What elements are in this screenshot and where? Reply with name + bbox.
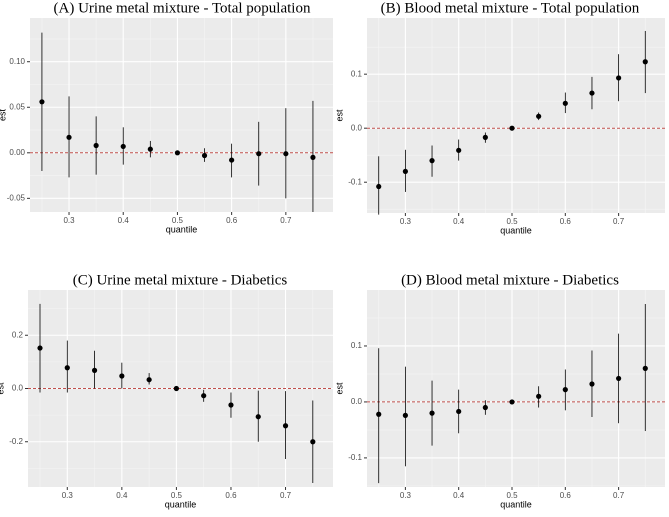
panel: (B) Blood metal mixture - Total populati…	[334, 0, 665, 235]
point	[173, 385, 180, 392]
point	[201, 152, 208, 159]
point	[229, 157, 235, 163]
point	[429, 158, 435, 164]
point	[310, 439, 316, 445]
x-tick-label: 0.5	[506, 491, 518, 500]
y-tick-label: 0.1	[351, 341, 363, 350]
panel-title: (C) Urine metal mixture - Diabetics	[73, 272, 288, 288]
y-tick-label: -0.2	[9, 437, 23, 446]
point	[589, 381, 595, 387]
x-tick-label: 0.5	[172, 216, 184, 225]
point	[283, 151, 289, 157]
panel-title: (D) Blood metal mixture - Diabetics	[401, 272, 619, 288]
x-tick-label: 0.3	[63, 216, 75, 225]
y-tick-label: 0.2	[12, 330, 24, 339]
x-axis-title: quantile	[166, 224, 198, 234]
point	[64, 365, 70, 371]
x-axis-title: quantile	[500, 225, 532, 235]
y-axis-title: est	[0, 109, 7, 122]
y-tick-label: -0.05	[7, 193, 26, 202]
point	[201, 393, 207, 399]
x-tick-label: 0.4	[453, 491, 465, 500]
point	[482, 404, 488, 411]
x-tick-label: 0.5	[171, 491, 183, 500]
x-tick-label: 0.6	[560, 491, 572, 500]
x-tick-label: 0.7	[613, 491, 625, 500]
point	[456, 147, 462, 153]
x-tick-label: 0.6	[560, 217, 572, 226]
point	[39, 99, 45, 105]
point	[119, 373, 125, 379]
x-tick-label: 0.6	[226, 216, 238, 225]
plot-background	[367, 18, 665, 213]
x-tick-label: 0.4	[116, 491, 128, 500]
x-tick-label: 0.4	[118, 216, 130, 225]
x-tick-label: 0.7	[280, 491, 292, 500]
point	[616, 75, 622, 81]
point	[310, 154, 316, 160]
y-tick-label: -0.1	[348, 453, 362, 462]
point	[376, 183, 382, 190]
point	[456, 408, 462, 415]
y-tick-label: 0.05	[9, 102, 25, 111]
point	[174, 150, 181, 156]
x-tick-label: 0.3	[62, 491, 74, 500]
y-tick-label: 0.0	[351, 123, 363, 132]
x-tick-label: 0.3	[400, 217, 412, 226]
point	[562, 387, 568, 393]
panel-title: (A) Urine metal mixture - Total populati…	[54, 0, 311, 16]
point	[256, 151, 262, 157]
y-tick-label: 0.00	[9, 148, 25, 157]
point	[402, 168, 408, 175]
y-axis-title: est	[334, 382, 344, 395]
y-tick-label: 0.0	[12, 384, 24, 393]
panel: (D) Blood metal mixture - Diabetics -0.1 0…	[334, 272, 665, 509]
point	[146, 377, 152, 383]
x-tick-label: 0.7	[280, 216, 292, 225]
point	[562, 100, 568, 106]
panel: (A) Urine metal mixture - Total populati…	[0, 0, 333, 234]
point	[509, 125, 515, 131]
point	[536, 393, 542, 399]
point	[91, 367, 98, 373]
point	[429, 410, 435, 416]
x-axis-title: quantile	[165, 499, 197, 509]
x-axis-title: quantile	[500, 499, 532, 509]
point	[509, 399, 515, 405]
point	[282, 423, 289, 429]
plot-background	[367, 290, 665, 487]
y-tick-label: 0.0	[351, 397, 363, 406]
point	[536, 113, 542, 119]
plot-background	[30, 18, 333, 212]
y-tick-label: 0.10	[9, 57, 25, 66]
point	[66, 134, 72, 140]
panel: (C) Urine metal mixture - Diabetics -0.2 0…	[0, 272, 333, 509]
y-axis-title: est	[334, 109, 344, 122]
point	[642, 365, 648, 371]
y-axis-title: est	[0, 382, 5, 395]
point	[120, 143, 126, 150]
x-tick-label: 0.7	[613, 217, 625, 226]
panel-title: (B) Blood metal mixture - Total populati…	[381, 0, 640, 16]
point	[589, 90, 595, 96]
x-tick-label: 0.6	[225, 491, 237, 500]
x-tick-label: 0.4	[453, 217, 465, 226]
point	[616, 375, 622, 382]
point	[402, 412, 408, 418]
x-tick-label: 0.3	[400, 491, 412, 500]
x-tick-label: 0.5	[506, 217, 518, 226]
point	[93, 142, 99, 149]
point	[147, 146, 153, 152]
point	[642, 59, 648, 65]
point	[228, 402, 234, 408]
point	[482, 134, 488, 140]
y-tick-label: -0.1	[348, 177, 362, 186]
point	[376, 411, 382, 417]
point	[37, 345, 43, 351]
y-tick-label: 0.1	[351, 69, 363, 78]
point	[255, 414, 261, 420]
